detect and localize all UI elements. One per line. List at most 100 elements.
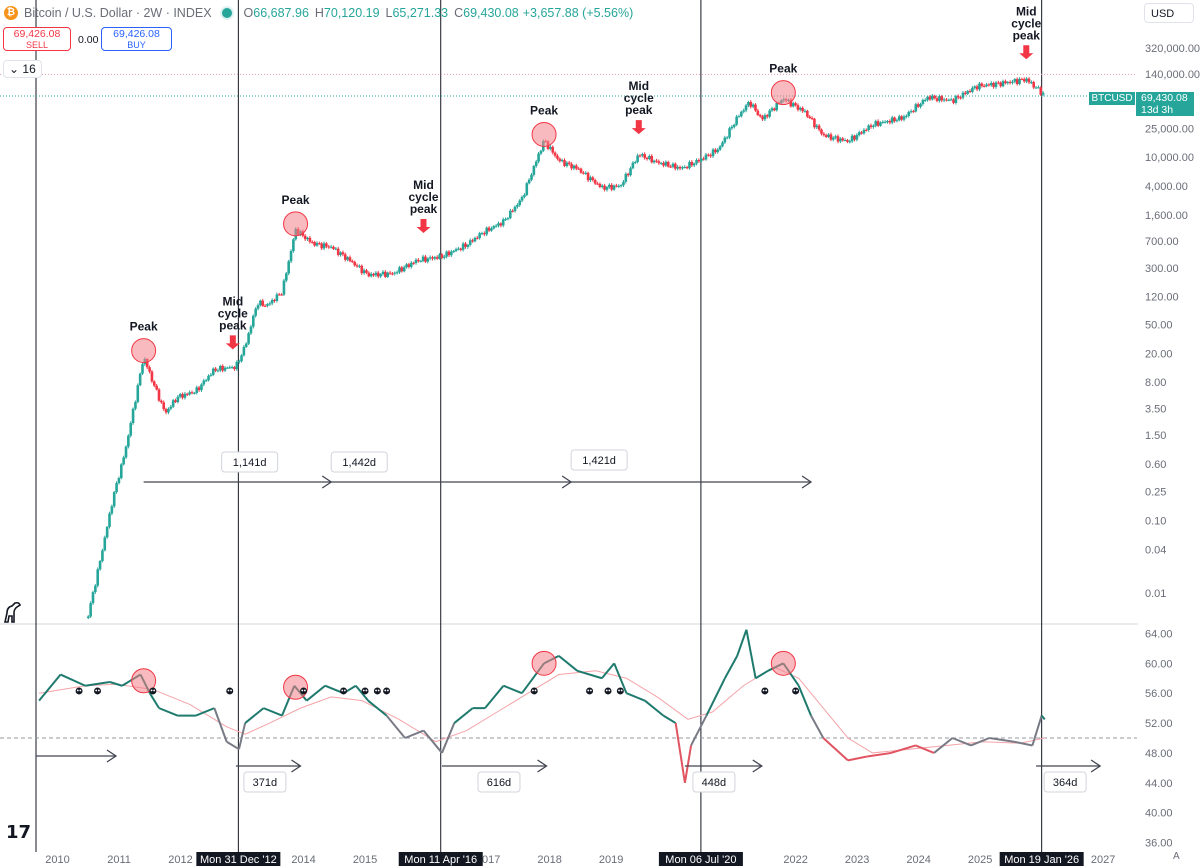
candle-body	[207, 375, 210, 381]
candle-body	[1011, 81, 1014, 83]
rsi-line-segment	[1031, 715, 1043, 746]
skull-eye	[608, 689, 611, 692]
peak-label: Peak	[130, 320, 158, 334]
candle-body	[898, 116, 901, 121]
candle-body	[1032, 82, 1035, 88]
buy-label: BUY	[127, 40, 146, 50]
candle-body	[136, 385, 140, 403]
candle-body	[478, 233, 481, 239]
currency-selector[interactable]: USD	[1144, 3, 1194, 23]
candle-body	[749, 101, 753, 107]
candle-body	[893, 117, 896, 122]
candle-body	[200, 384, 203, 391]
candle-body	[942, 99, 946, 101]
sell-label: SELL	[25, 40, 49, 50]
candle-body	[275, 294, 279, 301]
candle-body	[313, 242, 316, 246]
candle-body	[633, 162, 637, 164]
candle-body	[827, 134, 830, 137]
candle-body	[669, 166, 672, 168]
mid-cycle-arrow	[1019, 45, 1034, 60]
candle-body	[558, 158, 562, 162]
mid-cycle-label: Mid	[413, 178, 434, 192]
candle-body	[450, 251, 453, 256]
candle-body	[101, 550, 104, 562]
symbol-title[interactable]: Bitcoin / U.S. Dollar · 2W · INDEX	[24, 6, 212, 20]
buy-button[interactable]: 69,426.08 BUY	[101, 27, 172, 51]
candle-body	[817, 125, 821, 130]
candle-body	[117, 478, 121, 484]
candle-body	[586, 172, 590, 181]
candle-body	[306, 237, 309, 240]
rsi-duration-label-box	[692, 771, 736, 793]
candle-body	[129, 423, 133, 436]
candle-body	[699, 158, 703, 162]
candle-body	[655, 160, 658, 162]
open-label: O	[243, 6, 254, 20]
rsi-duration-label: 364d	[1053, 777, 1077, 789]
candle-body	[336, 248, 340, 255]
candle-body	[770, 108, 774, 111]
rsi-y-tick-label: 48.00	[1145, 748, 1173, 760]
candle-body	[421, 256, 425, 262]
duration-label: 1,442d	[342, 457, 376, 469]
candle-body	[919, 103, 922, 107]
candle-body	[525, 183, 529, 196]
candle-body	[728, 128, 731, 138]
candle-body	[431, 257, 434, 259]
rsi-line-segment	[847, 755, 867, 762]
candle-body	[122, 457, 125, 465]
rsi-line-segment	[238, 722, 247, 750]
candle-body	[169, 406, 173, 409]
price-y-tick-label: 10,000.00	[1145, 152, 1194, 164]
rsi-line-segment	[1013, 740, 1033, 747]
candle-body	[702, 158, 705, 160]
candle-body	[966, 90, 969, 94]
candle-body	[744, 105, 748, 111]
rsi-line-segment	[195, 707, 215, 717]
rsi-line-segment	[85, 681, 110, 687]
candle-body	[999, 82, 1002, 87]
candle-body	[949, 99, 953, 101]
candle-body	[857, 132, 861, 136]
candle-body	[270, 299, 274, 304]
candle-body	[973, 86, 977, 88]
candle-body	[796, 105, 800, 110]
candle-body	[141, 364, 144, 374]
candle-body	[119, 464, 123, 479]
candle-body	[567, 162, 571, 164]
sell-button[interactable]: 69,426.08 SELL	[3, 27, 71, 51]
candle-body	[626, 173, 630, 176]
tradingview-logo-icon[interactable]: 17	[6, 822, 32, 843]
candle-body	[631, 162, 635, 169]
candle-body	[959, 97, 962, 99]
candle-body	[237, 361, 241, 363]
candle-body	[426, 258, 430, 262]
candle-body	[532, 165, 536, 175]
candle-body	[527, 179, 531, 184]
candle-body	[468, 240, 472, 245]
duration-arrow-head	[321, 475, 333, 489]
candle-body	[424, 256, 427, 262]
candle-body	[178, 394, 182, 397]
rsi-line-segment	[736, 629, 748, 657]
indicator-collapse-toggle[interactable]: ⌄ 16	[3, 60, 42, 78]
rsi-line-segment	[890, 744, 916, 754]
candle-body	[160, 400, 163, 403]
x-tick-label: 2018	[537, 854, 561, 866]
candle-body	[287, 261, 290, 274]
rsi-duration-label: 448d	[702, 777, 726, 789]
candle-body	[742, 110, 745, 112]
auto-scale-toggle[interactable]: A	[1173, 851, 1180, 862]
candle-body	[716, 149, 720, 153]
candle-body	[954, 96, 958, 103]
candle-body	[518, 200, 522, 206]
x-tick-label: 2010	[45, 854, 69, 866]
price-y-tick-label: 0.60	[1145, 459, 1166, 471]
candle-body	[475, 237, 479, 239]
mid-cycle-label: peak	[1013, 28, 1041, 42]
candle-body	[310, 241, 314, 243]
candle-body	[820, 129, 823, 134]
rsi-line-segment	[213, 707, 228, 743]
